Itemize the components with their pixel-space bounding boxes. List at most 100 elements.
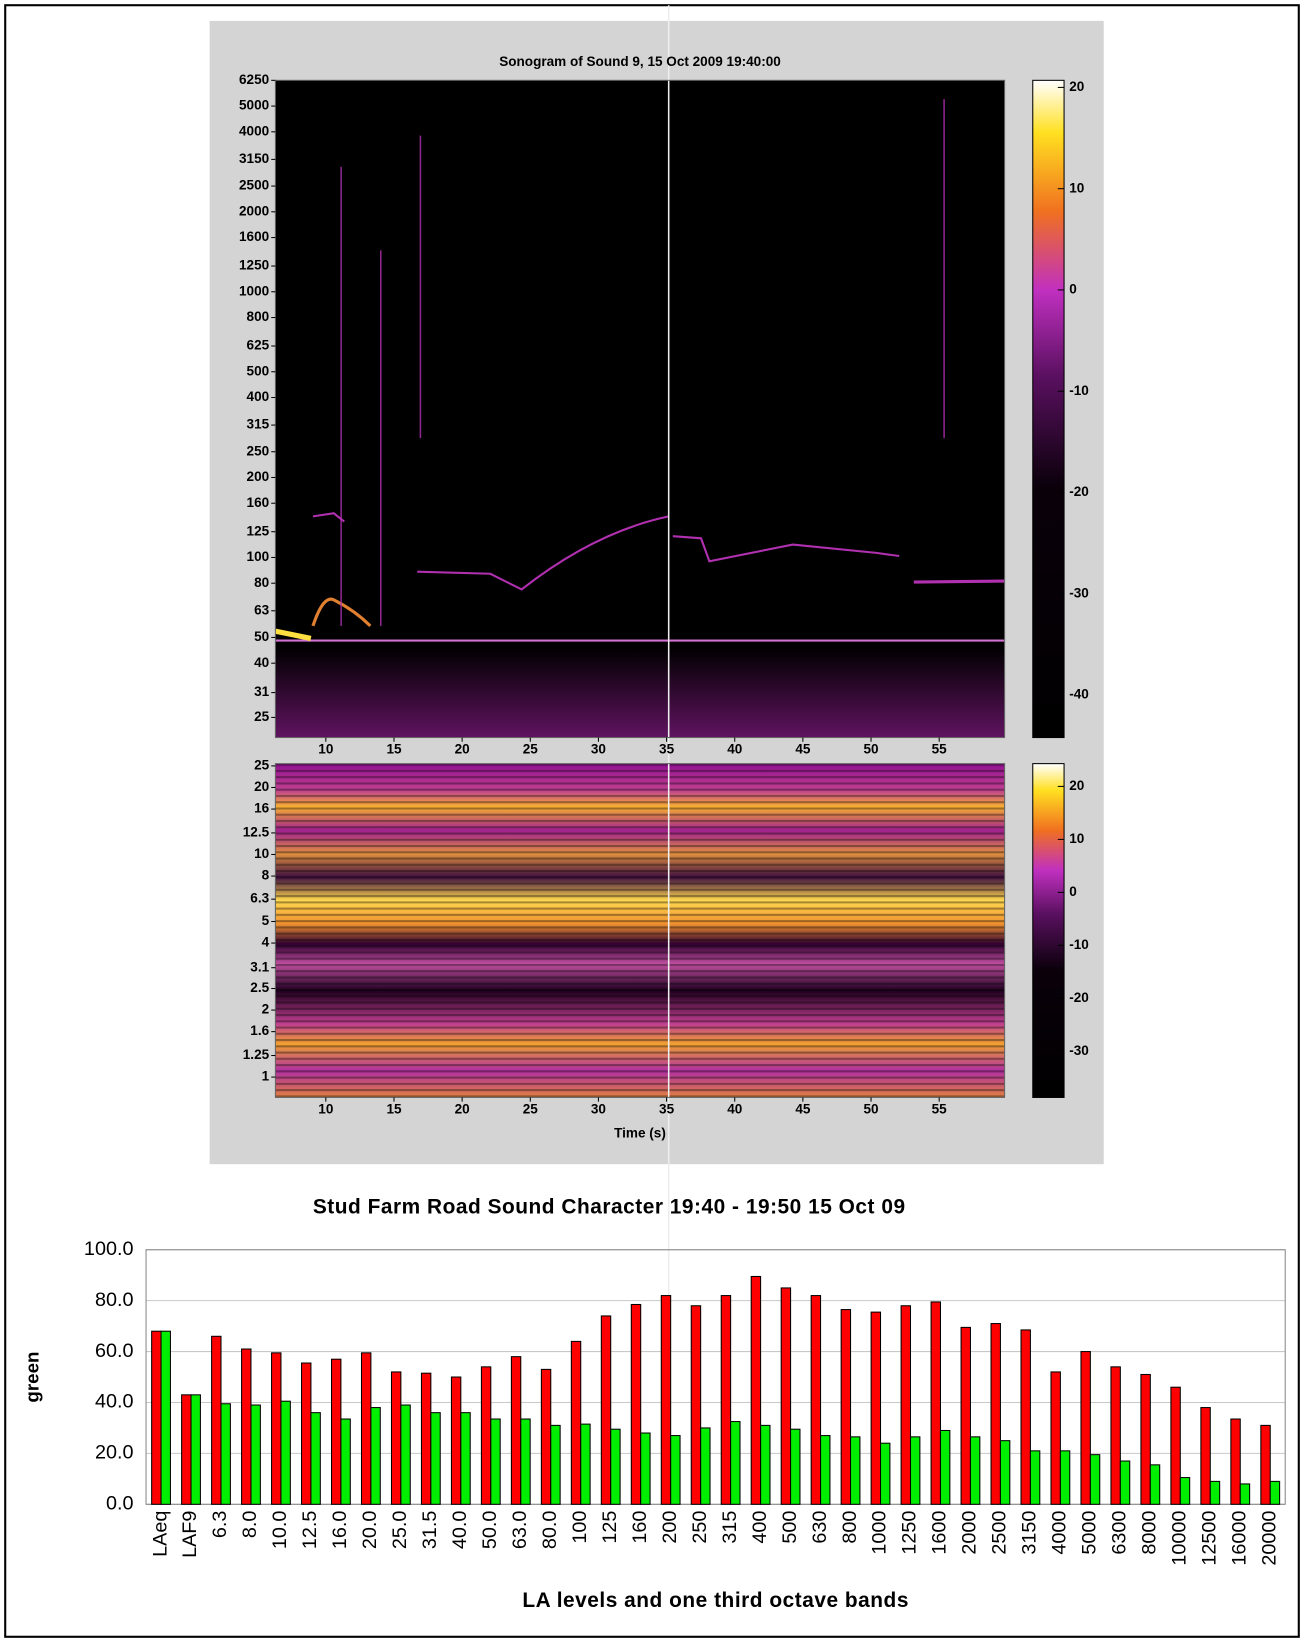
y-tick-label: 160 (247, 495, 270, 510)
x-tick-label: 12.5 (299, 1511, 321, 1550)
x-tick-label: 500 (779, 1511, 801, 1544)
colorbar-tick-label: -10 (1069, 383, 1089, 398)
y-tick-label: 2000 (239, 203, 269, 218)
x-tick-label: 8.0 (239, 1511, 261, 1539)
y-tick-label: 40.0 (95, 1391, 134, 1413)
x-tick-label: 10000 (1169, 1511, 1191, 1566)
y-tick-label: 0.0 (106, 1493, 134, 1515)
bar (1140, 1373, 1151, 1505)
y-tick-label: 100 (247, 549, 270, 564)
y-tick-label: 31 (254, 684, 270, 699)
x-tick-label: 50.0 (479, 1511, 501, 1550)
x-tick-label: 10 (318, 742, 333, 757)
colorbar-tick-label: -30 (1069, 585, 1089, 600)
y-tick-label: 625 (247, 338, 270, 353)
colorbar-tick-label: -10 (1069, 937, 1089, 952)
x-tick-label: 16.0 (329, 1511, 351, 1550)
colorbar-tick-label: 10 (1069, 831, 1084, 846)
colorbar (1032, 79, 1065, 739)
y-tick-label: 200 (247, 469, 270, 484)
bar (510, 1356, 522, 1505)
y-tick-label: 400 (247, 389, 270, 404)
x-tick-label: 25 (523, 742, 539, 757)
y-tick-label: 6250 (239, 72, 269, 87)
x-tick-label: 1000 (869, 1511, 891, 1555)
bar (570, 1340, 582, 1505)
y-tick-label: 250 (247, 443, 270, 458)
bar (960, 1326, 971, 1505)
x-tick-label: 20.0 (359, 1511, 381, 1550)
x-tick-label: 3150 (1019, 1511, 1041, 1555)
bar (1269, 1480, 1281, 1505)
bar (310, 1412, 321, 1505)
colorbar-tick-label: 0 (1069, 884, 1077, 899)
chart-title: Stud Farm Road Sound Character 19:40 - 1… (313, 1196, 906, 1219)
y-tick-label: 1250 (239, 258, 269, 273)
x-tick-label: 20000 (1258, 1511, 1280, 1566)
bar (211, 1335, 222, 1505)
texture (275, 763, 1005, 1098)
x-tick-label: 15 (386, 1102, 402, 1117)
x-tick-label: 16000 (1228, 1511, 1250, 1566)
x-tick-label: 1250 (899, 1511, 921, 1555)
bar (820, 1435, 831, 1505)
bar (660, 1295, 672, 1505)
x-tick-label: 400 (749, 1511, 771, 1544)
y-tick-label: 25 (254, 709, 270, 724)
y-tick-label: 2 (262, 1002, 270, 1017)
bar (690, 1305, 702, 1505)
bar (790, 1428, 801, 1505)
y-tick-label: 20 (254, 779, 269, 794)
y-tick-label: 4000 (239, 123, 269, 138)
bar (1029, 1450, 1041, 1505)
x-tick-label: 45 (795, 742, 811, 757)
bar (1110, 1366, 1121, 1505)
bar (480, 1366, 492, 1505)
y-tick-label: 2500 (239, 178, 269, 193)
x-tick-label: 20 (455, 1102, 470, 1117)
bar (840, 1309, 852, 1505)
bar (181, 1394, 192, 1505)
bar (520, 1418, 531, 1505)
x-tick-label: 45 (795, 1102, 811, 1117)
x-tick-label: 50 (863, 742, 878, 757)
bar (909, 1436, 921, 1505)
colorbar-tick-label: 20 (1069, 778, 1084, 793)
bar (1080, 1351, 1091, 1505)
x-tick-label: 160 (629, 1511, 651, 1544)
bar (969, 1436, 981, 1505)
bar (750, 1275, 762, 1505)
y-tick-label: 63 (254, 602, 270, 617)
plot-border (274, 763, 1006, 1098)
bar (1239, 1483, 1251, 1505)
x-tick-label: 31.5 (419, 1511, 441, 1550)
bar (1179, 1477, 1191, 1505)
y-tick-label: 1.6 (250, 1023, 269, 1038)
bar (760, 1424, 771, 1505)
x-tick-label: 8000 (1139, 1511, 1161, 1555)
bar (900, 1305, 912, 1505)
y-tick-label: 25 (254, 757, 270, 772)
y-tick-label: 50 (254, 629, 269, 644)
bar (340, 1418, 351, 1505)
x-tick-label: 250 (689, 1511, 711, 1544)
y-tick-label: 3150 (239, 151, 269, 166)
bar (1170, 1386, 1181, 1505)
traces (274, 99, 1005, 642)
bar (670, 1435, 681, 1505)
bar (1149, 1464, 1161, 1505)
y-tick-label: 16 (254, 801, 270, 816)
x-tick-label: 315 (719, 1511, 741, 1544)
x-tick-label: 63.0 (509, 1511, 531, 1550)
bar (580, 1423, 591, 1505)
bar (810, 1295, 822, 1505)
bar (220, 1403, 231, 1505)
colorbar-tick-label: -30 (1069, 1043, 1089, 1058)
x-tick-label: 10 (318, 1102, 333, 1117)
bar (160, 1330, 171, 1505)
bar (550, 1424, 561, 1505)
bar (999, 1440, 1011, 1505)
bar (450, 1376, 462, 1505)
bar (939, 1429, 951, 1505)
bar (301, 1362, 312, 1505)
